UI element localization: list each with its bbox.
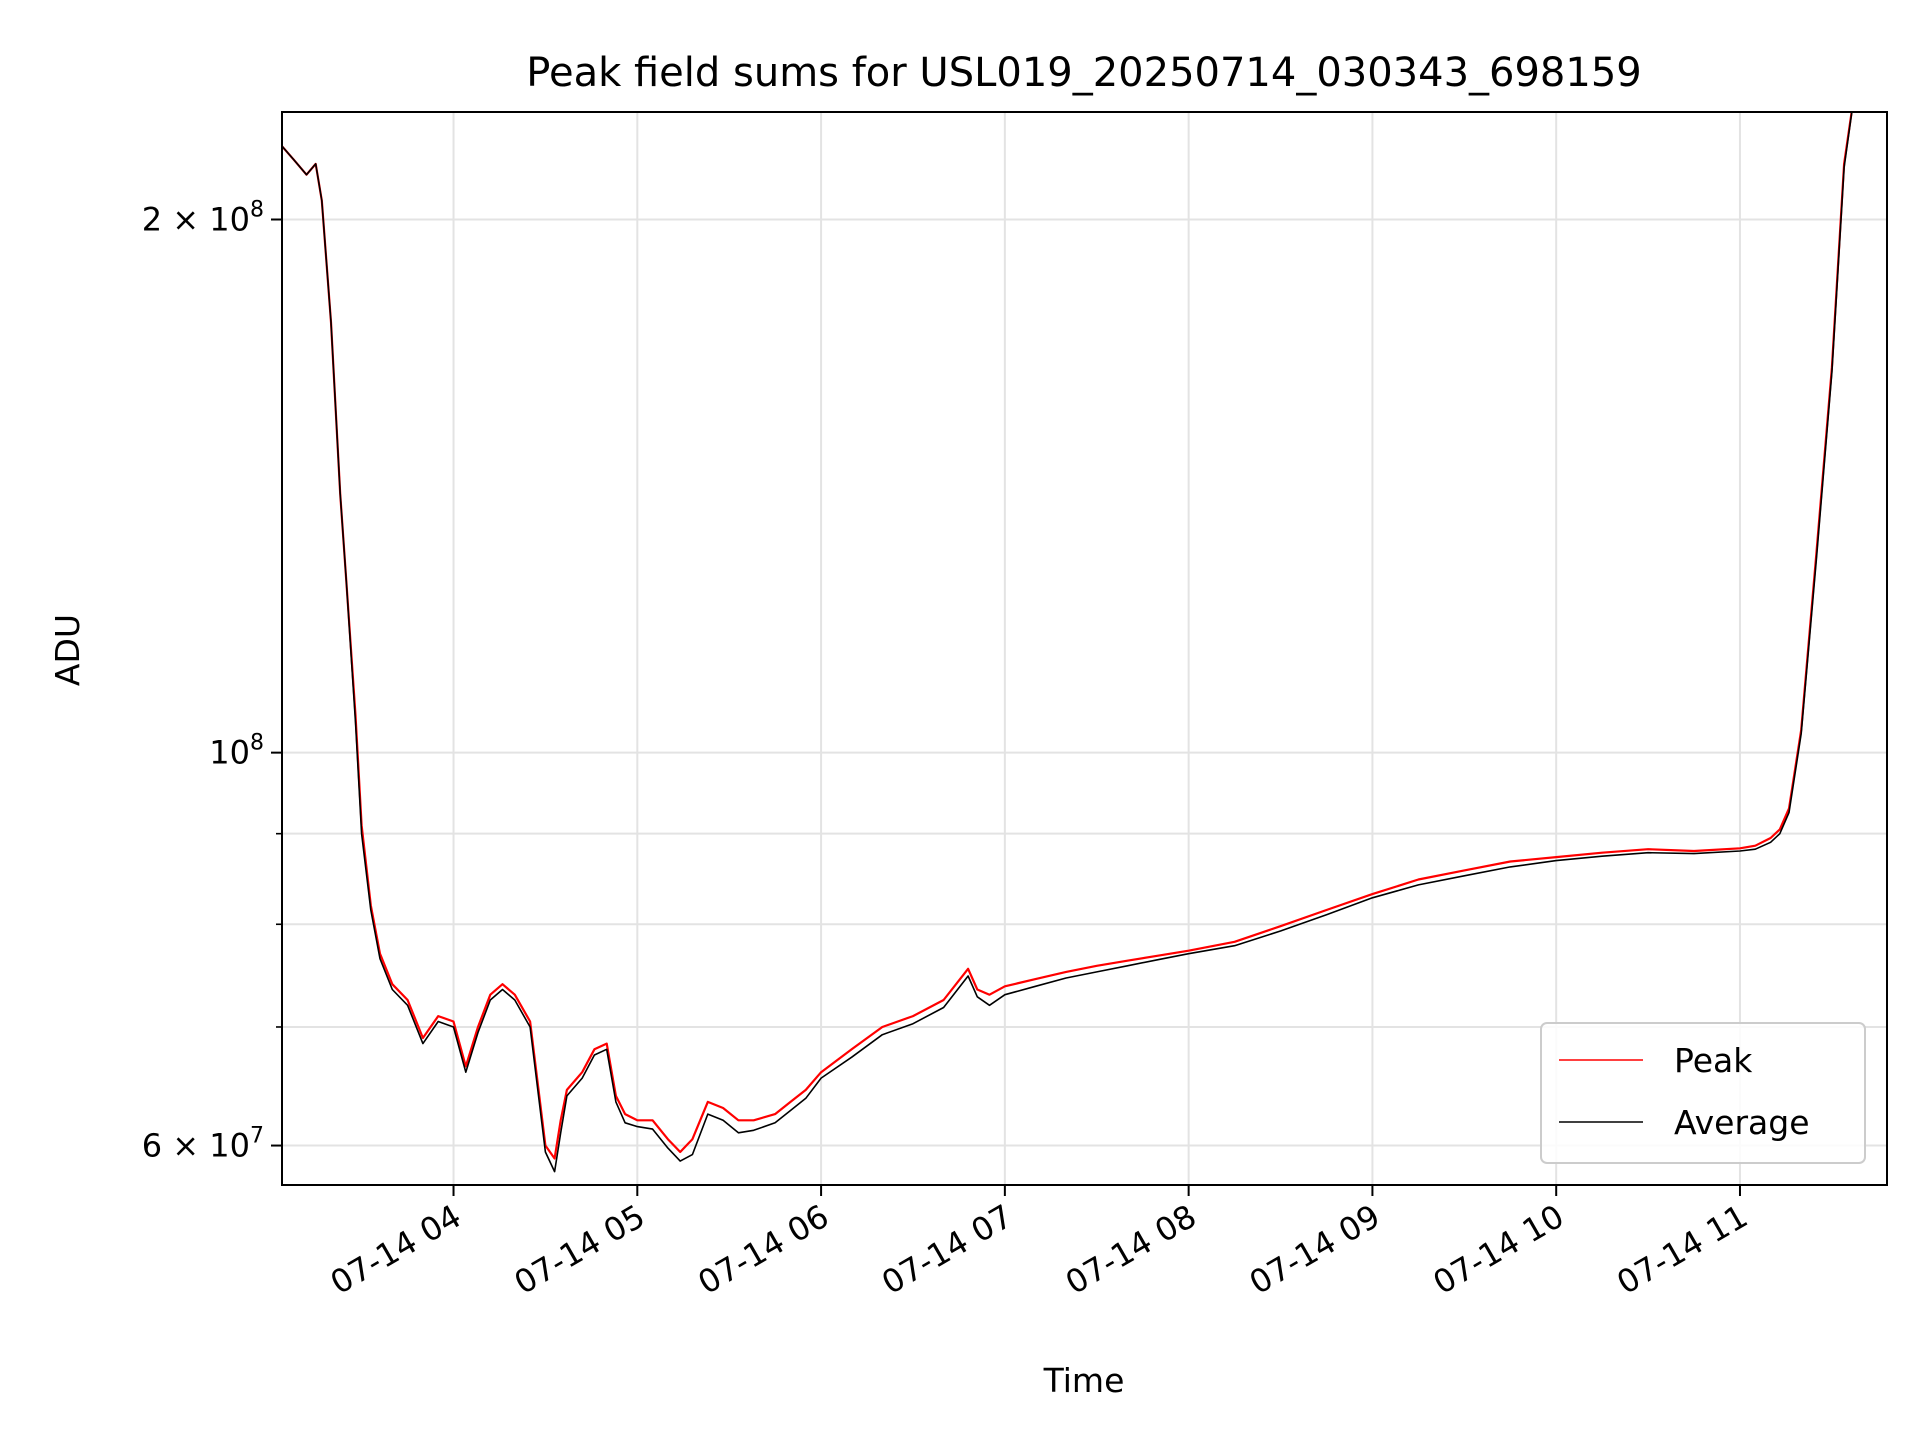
series-line-peak bbox=[282, 112, 1853, 1160]
axes-frame bbox=[281, 111, 1888, 1186]
legend-box bbox=[1540, 1022, 1866, 1164]
x-axis-label: Time bbox=[1043, 1361, 1125, 1400]
y-tick-mantissa: 10 bbox=[209, 734, 250, 772]
y-tick-exponent: 7 bbox=[250, 1124, 264, 1149]
y-tick-exponent: 8 bbox=[250, 197, 264, 222]
y-tick-mantissa: 6 × 10 bbox=[142, 1127, 250, 1165]
legend-label: Peak bbox=[1674, 1041, 1753, 1080]
y-tick-mantissa: 2 × 10 bbox=[142, 200, 250, 238]
series-line-average bbox=[282, 112, 1853, 1173]
y-axis-label: ADU bbox=[48, 614, 87, 686]
y-tick-label: 108 bbox=[209, 731, 264, 772]
chart-title: Peak field sums for USL019_20250714_0303… bbox=[526, 50, 1641, 96]
y-tick-label: 2 × 108 bbox=[142, 197, 264, 238]
y-tick-exponent: 8 bbox=[250, 731, 264, 756]
y-tick-label: 6 × 107 bbox=[142, 1124, 264, 1165]
legend-label: Average bbox=[1674, 1103, 1810, 1142]
